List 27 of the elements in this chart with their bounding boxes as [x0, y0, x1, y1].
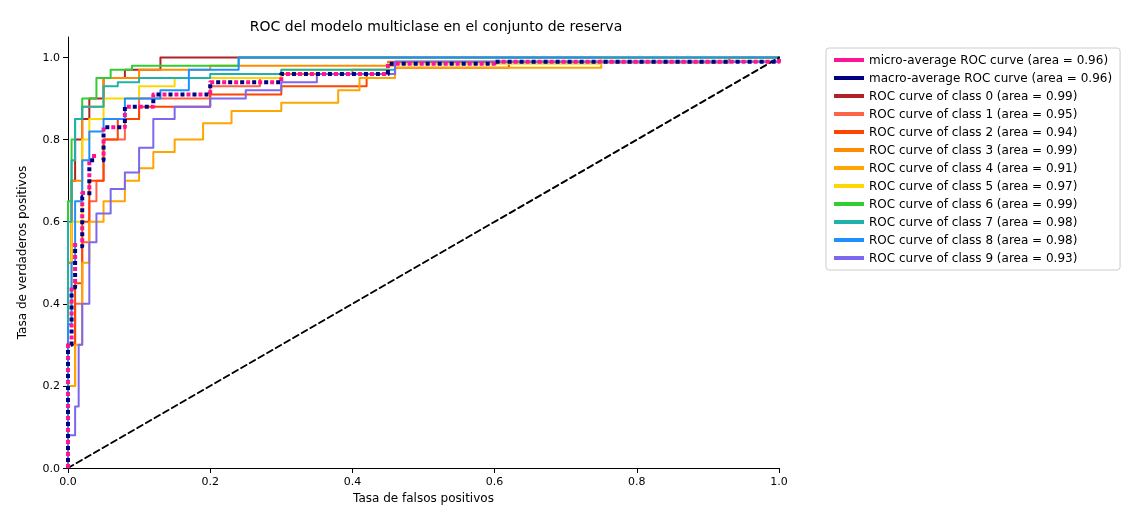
y-tick-label: 0.0 — [42, 461, 60, 475]
legend-label: ROC curve of class 5 (area = 0.97) — [869, 179, 1078, 193]
x-tick-label: 0.0 — [59, 475, 77, 488]
y-tick-label: 0.4 — [42, 297, 60, 311]
y-tick-label: 0.6 — [42, 215, 60, 229]
legend-label: macro-average ROC curve (area = 0.96) — [869, 71, 1113, 85]
x-tick-label: 0.6 — [485, 475, 504, 488]
y-tick-label: 1.0 — [42, 51, 60, 65]
x-tick-label: 0.8 — [628, 475, 646, 488]
legend-label: ROC curve of class 6 (area = 0.99) — [869, 197, 1078, 211]
legend-label: ROC curve of class 4 (area = 0.91) — [869, 161, 1078, 175]
legend-label: ROC curve of class 3 (area = 0.99) — [869, 143, 1078, 157]
y-axis-title: Tasa de verdaderos positivos — [15, 165, 29, 341]
x-tick-label: 0.4 — [343, 475, 362, 488]
legend-label: ROC curve of class 7 (area = 0.98) — [869, 215, 1078, 229]
x-axis-title: Tasa de falsos positivos — [352, 491, 494, 505]
legend-label: ROC curve of class 1 (area = 0.95) — [869, 107, 1078, 121]
legend-label: ROC curve of class 8 (area = 0.98) — [869, 233, 1078, 247]
y-tick-label: 0.2 — [42, 379, 60, 393]
legend-label: ROC curve of class 2 (area = 0.94) — [869, 125, 1078, 139]
chart-title: ROC del modelo multiclase en el conjunto de reserva — [249, 18, 623, 34]
x-tick-label: 0.2 — [201, 475, 219, 488]
legend-label: ROC curve of class 9 (area = 0.93) — [869, 251, 1078, 265]
y-tick-label: 0.8 — [42, 133, 60, 147]
x-tick-label: 1.0 — [770, 475, 788, 488]
legend-label: ROC curve of class 0 (area = 0.99) — [869, 89, 1078, 103]
legend-label: micro-average ROC curve (area = 0.96) — [869, 53, 1109, 67]
